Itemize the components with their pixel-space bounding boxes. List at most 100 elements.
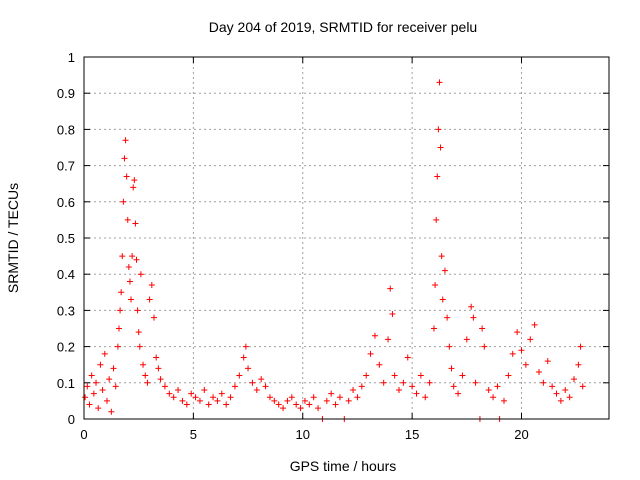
data-point bbox=[293, 401, 300, 408]
data-point bbox=[123, 173, 130, 180]
data-point bbox=[236, 372, 243, 379]
data-point bbox=[114, 343, 121, 350]
data-point bbox=[249, 379, 256, 386]
data-point bbox=[280, 405, 287, 412]
data-point bbox=[354, 394, 361, 401]
data-points bbox=[82, 79, 586, 422]
data-point bbox=[95, 405, 102, 412]
data-point bbox=[505, 372, 512, 379]
data-point bbox=[223, 401, 230, 408]
data-point bbox=[579, 383, 586, 390]
data-point bbox=[161, 383, 168, 390]
data-point bbox=[297, 405, 304, 412]
y-tick-label: 0.1 bbox=[57, 376, 75, 391]
data-point bbox=[99, 387, 106, 394]
data-point bbox=[470, 314, 477, 321]
data-point bbox=[130, 184, 137, 191]
data-point bbox=[108, 408, 115, 415]
x-tick-label: 10 bbox=[296, 427, 310, 442]
data-point bbox=[463, 336, 470, 343]
data-point bbox=[116, 325, 122, 332]
data-point bbox=[490, 394, 497, 401]
data-point bbox=[432, 282, 439, 289]
data-point bbox=[196, 397, 203, 404]
data-point bbox=[122, 137, 129, 144]
y-tick-label: 0.2 bbox=[57, 340, 75, 355]
data-point bbox=[146, 296, 153, 303]
data-point bbox=[97, 361, 104, 368]
data-point bbox=[435, 126, 442, 133]
data-point bbox=[387, 285, 394, 292]
data-point bbox=[310, 394, 317, 401]
data-point bbox=[571, 376, 577, 383]
data-point bbox=[242, 343, 249, 350]
data-point bbox=[446, 343, 453, 350]
data-point bbox=[86, 401, 93, 408]
data-point bbox=[448, 365, 455, 372]
data-point bbox=[121, 155, 128, 162]
x-tick-label: 0 bbox=[80, 427, 87, 442]
data-point bbox=[231, 383, 238, 390]
data-point bbox=[90, 390, 97, 397]
data-point bbox=[288, 394, 295, 401]
data-point bbox=[117, 307, 124, 314]
data-point bbox=[431, 325, 437, 332]
data-point bbox=[271, 397, 278, 404]
data-point bbox=[455, 390, 462, 397]
data-point bbox=[436, 79, 443, 86]
data-point bbox=[522, 361, 529, 368]
data-point bbox=[179, 397, 186, 404]
data-point bbox=[400, 379, 407, 386]
data-point bbox=[328, 390, 335, 397]
y-axis-label: SRMTID / TECUs bbox=[5, 183, 21, 293]
data-point bbox=[155, 365, 162, 372]
y-tick-label: 0.6 bbox=[57, 195, 75, 210]
data-point bbox=[422, 394, 429, 401]
x-tick-labels: 0 5 10 15 20 bbox=[80, 427, 528, 442]
data-point bbox=[459, 372, 466, 379]
data-point bbox=[336, 394, 343, 401]
data-point bbox=[426, 379, 433, 386]
y-tick-label: 0 bbox=[68, 412, 75, 427]
data-point bbox=[175, 387, 182, 394]
data-point bbox=[218, 390, 225, 397]
data-point bbox=[284, 397, 291, 404]
data-point bbox=[253, 387, 260, 394]
data-point bbox=[332, 401, 339, 408]
data-point bbox=[562, 387, 569, 394]
data-point bbox=[577, 343, 584, 350]
data-point bbox=[153, 354, 160, 361]
data-point bbox=[157, 376, 164, 383]
data-point bbox=[481, 343, 488, 350]
data-point bbox=[540, 379, 547, 386]
y-tick-label: 0.4 bbox=[57, 267, 75, 282]
data-point bbox=[140, 361, 147, 368]
data-point bbox=[144, 379, 151, 386]
data-point bbox=[136, 343, 143, 350]
data-point bbox=[468, 303, 475, 310]
data-point bbox=[110, 365, 117, 372]
data-point bbox=[404, 354, 411, 361]
y-tick-label: 0.3 bbox=[57, 303, 75, 318]
data-point bbox=[479, 325, 486, 332]
y-tick-label: 0.8 bbox=[57, 122, 75, 137]
y-tick-label: 0.9 bbox=[57, 86, 75, 101]
data-point bbox=[531, 321, 538, 328]
data-point bbox=[118, 289, 125, 296]
data-point bbox=[166, 390, 173, 397]
data-point bbox=[129, 253, 136, 260]
data-point bbox=[575, 361, 582, 368]
data-point bbox=[536, 368, 542, 375]
data-point bbox=[301, 397, 308, 404]
x-tick-label: 20 bbox=[514, 427, 528, 442]
data-point bbox=[396, 387, 402, 394]
y-tick-label: 0.5 bbox=[57, 231, 75, 246]
x-axis-label: GPS time / hours bbox=[290, 458, 397, 474]
data-point bbox=[84, 383, 91, 390]
data-point bbox=[345, 397, 352, 404]
chart-title: Day 204 of 2019, SRMTID for receiver pel… bbox=[209, 19, 477, 35]
data-point bbox=[413, 390, 420, 397]
data-point bbox=[391, 372, 398, 379]
data-point bbox=[553, 390, 560, 397]
